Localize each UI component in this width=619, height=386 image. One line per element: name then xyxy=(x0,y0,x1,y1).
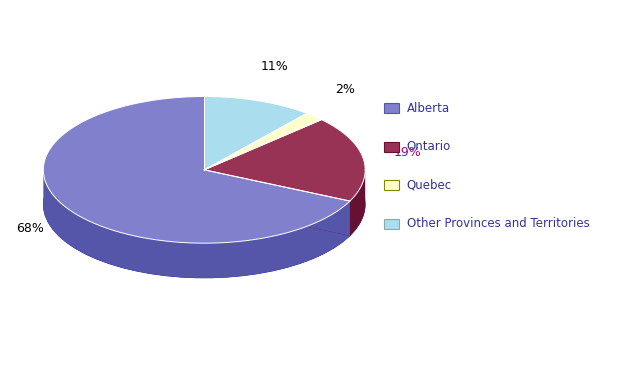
Polygon shape xyxy=(204,120,365,201)
Polygon shape xyxy=(204,113,322,170)
Polygon shape xyxy=(204,96,307,170)
Text: Other Provinces and Territories: Other Provinces and Territories xyxy=(407,217,589,230)
Text: Alberta: Alberta xyxy=(407,102,450,115)
Bar xyxy=(384,180,399,190)
Text: 11%: 11% xyxy=(260,60,288,73)
Polygon shape xyxy=(350,170,365,236)
Polygon shape xyxy=(43,170,350,278)
Text: 19%: 19% xyxy=(394,146,422,159)
Ellipse shape xyxy=(43,131,365,278)
Text: Quebec: Quebec xyxy=(407,179,452,192)
Bar xyxy=(384,142,399,151)
Polygon shape xyxy=(43,96,350,243)
Bar xyxy=(384,219,399,229)
Text: 2%: 2% xyxy=(335,83,355,96)
Polygon shape xyxy=(204,170,350,236)
Text: 68%: 68% xyxy=(16,222,45,235)
Text: Ontario: Ontario xyxy=(407,140,451,153)
Bar xyxy=(384,103,399,113)
Polygon shape xyxy=(204,170,350,236)
